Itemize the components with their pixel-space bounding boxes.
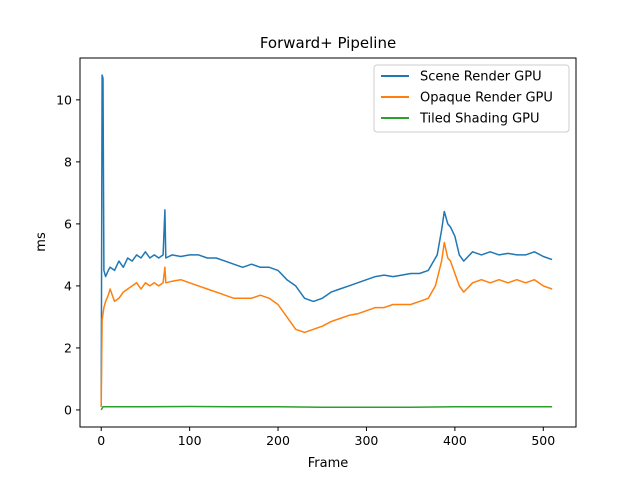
series-layer [100,74,553,411]
legend-label-1: Opaque Render GPU [420,91,553,106]
y-tick-label: 6 [64,216,72,231]
series-line-2 [100,405,553,411]
ticks-layer: 0 100 200 300 400 500 0 2 4 6 8 10 [56,92,555,448]
y-axis-label: ms [34,232,49,252]
y-tick-label: 4 [64,278,72,293]
legend-label-0: Scene Render GPU [420,70,542,85]
chart-title: Forward+ Pipeline [260,34,396,52]
series-line-0 [100,74,553,407]
x-axis-label: Frame [308,456,349,471]
x-tick-label: 300 [355,433,379,448]
x-tick-label: 200 [266,433,290,448]
y-tick-label: 0 [64,402,72,417]
y-tick-label: 2 [64,340,72,355]
x-tick-label: 500 [531,433,555,448]
y-tick-label: 8 [64,154,72,169]
y-tick-label: 10 [56,92,72,107]
legend-label-2: Tiled Shading GPU [419,112,540,127]
legend-box [373,64,570,133]
plot-frame [79,57,577,428]
series-line-1 [100,241,553,407]
x-tick-label: 0 [97,433,105,448]
x-tick-label: 100 [178,433,202,448]
legend: Scene Render GPU Opaque Render GPU Tiled S… [373,64,570,133]
x-tick-label: 400 [443,433,467,448]
